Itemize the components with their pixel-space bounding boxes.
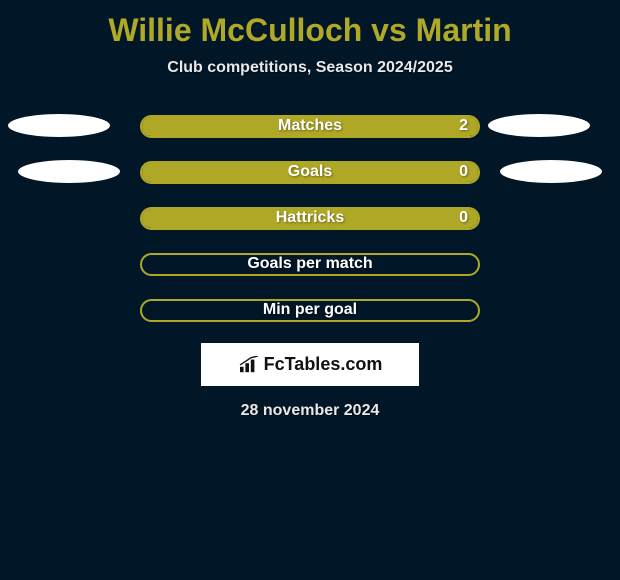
stat-row: Hattricks 0 <box>0 195 620 241</box>
stat-bar-min-per-goal: Min per goal <box>140 299 480 322</box>
page-title: Willie McCulloch vs Martin <box>0 0 620 49</box>
stat-row: Goals per match <box>0 241 620 287</box>
stats-container: Matches 2 Goals 0 Hattricks 0 Goals per … <box>0 103 620 333</box>
stat-row: Matches 2 <box>0 103 620 149</box>
stat-label: Matches <box>278 117 342 135</box>
stat-value: 2 <box>459 117 468 135</box>
stat-value: 0 <box>459 209 468 227</box>
stat-row: Goals 0 <box>0 149 620 195</box>
stat-bar-goals: Goals 0 <box>140 161 480 184</box>
stat-row: Min per goal <box>0 287 620 333</box>
logo-text: FcTables.com <box>264 354 383 375</box>
logo-inner: FcTables.com <box>238 354 383 375</box>
stat-label: Hattricks <box>276 209 344 227</box>
logo-box: FcTables.com <box>201 343 419 386</box>
stat-bar-matches: Matches 2 <box>140 115 480 138</box>
page-subtitle: Club competitions, Season 2024/2025 <box>0 59 620 77</box>
date-label: 28 november 2024 <box>0 402 620 420</box>
stat-label: Min per goal <box>263 301 357 319</box>
chart-icon <box>238 356 260 374</box>
stat-label: Goals per match <box>247 255 372 273</box>
stat-value: 0 <box>459 163 468 181</box>
stat-bar-goals-per-match: Goals per match <box>140 253 480 276</box>
stat-bar-hattricks: Hattricks 0 <box>140 207 480 230</box>
stat-label: Goals <box>288 163 332 181</box>
